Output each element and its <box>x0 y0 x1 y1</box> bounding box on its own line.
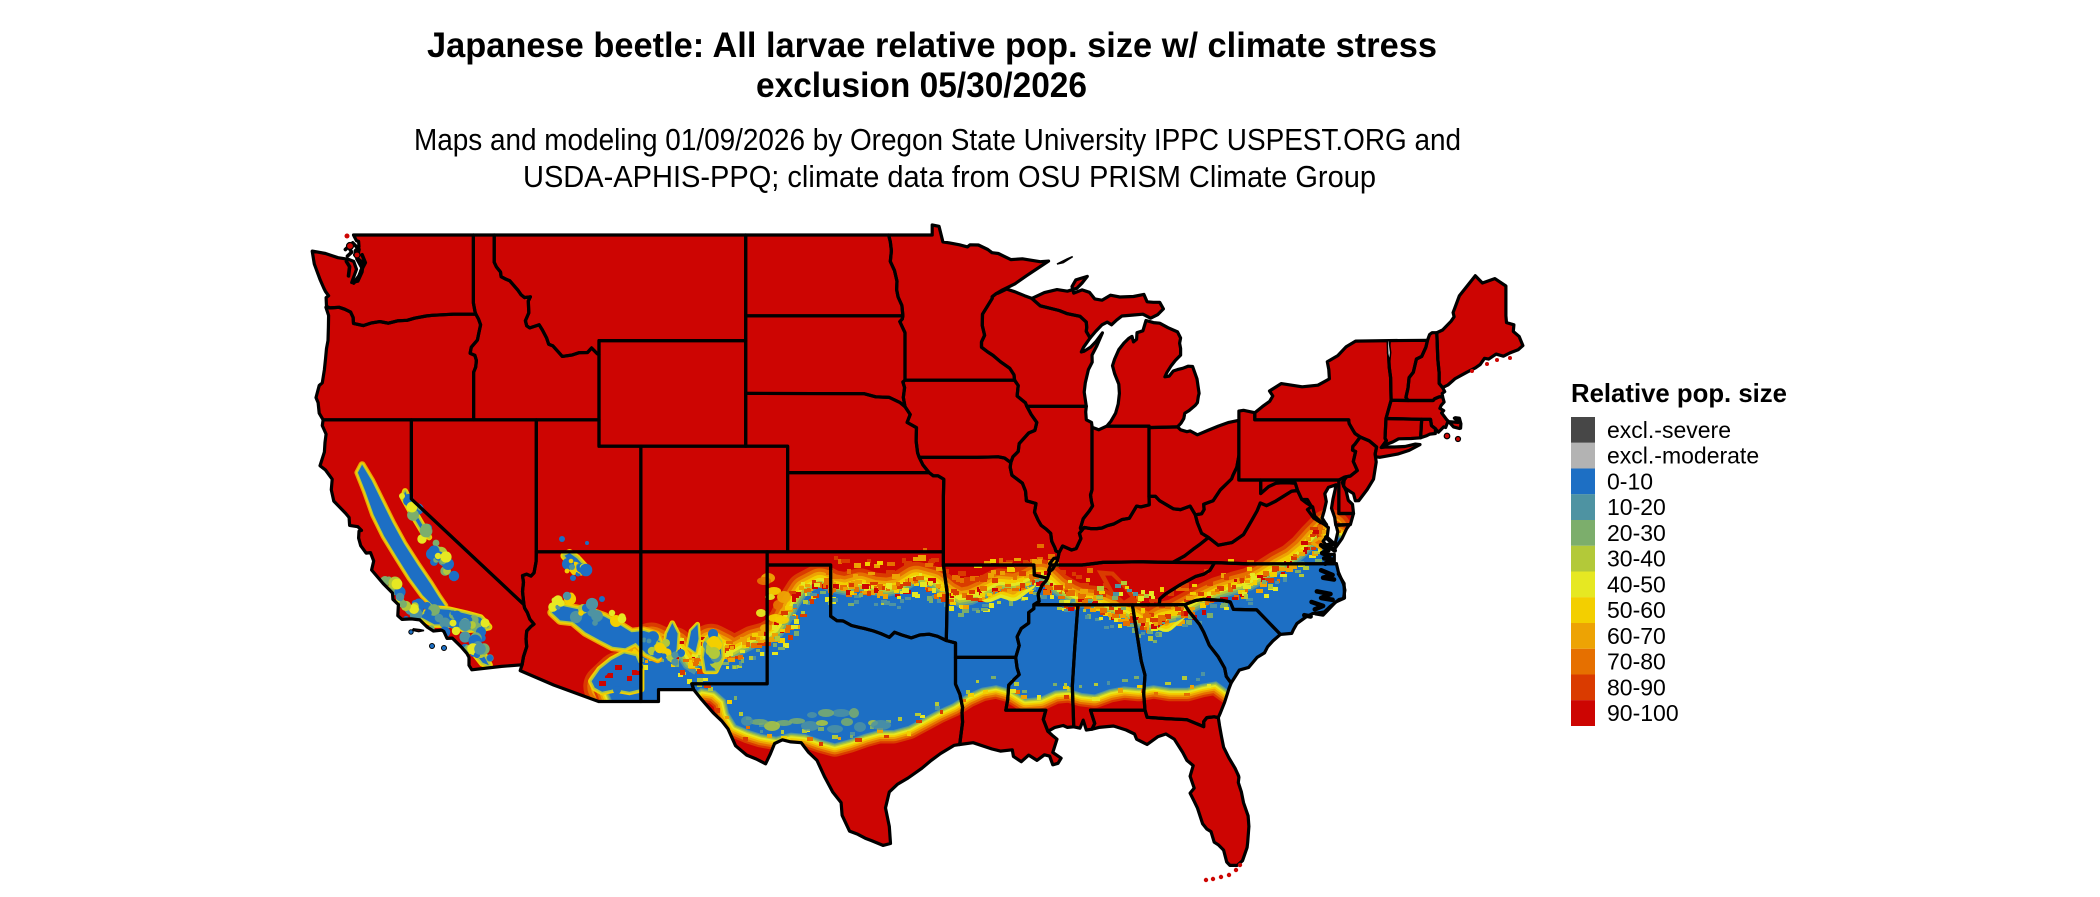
svg-text:50-60: 50-60 <box>1607 597 1666 623</box>
svg-text:80-90: 80-90 <box>1607 674 1666 700</box>
svg-text:excl.-moderate: excl.-moderate <box>1607 443 1759 469</box>
svg-text:30-40: 30-40 <box>1607 546 1666 572</box>
svg-text:excl.-severe: excl.-severe <box>1607 417 1731 443</box>
svg-text:0-10: 0-10 <box>1607 468 1653 494</box>
svg-text:40-50: 40-50 <box>1607 571 1666 597</box>
svg-text:20-30: 20-30 <box>1607 520 1666 546</box>
svg-text:Relative pop. size: Relative pop. size <box>1571 378 1787 408</box>
svg-text:60-70: 60-70 <box>1607 623 1666 649</box>
svg-text:90-100: 90-100 <box>1607 700 1679 726</box>
svg-text:70-80: 70-80 <box>1607 649 1666 675</box>
svg-text:Maps and modeling 01/09/2026 b: Maps and modeling 01/09/2026 by Oregon S… <box>414 122 1461 157</box>
svg-text:Japanese beetle: All larvae re: Japanese beetle: All larvae relative pop… <box>427 26 1437 65</box>
svg-text:10-20: 10-20 <box>1607 494 1666 520</box>
svg-text:exclusion 05/30/2026: exclusion 05/30/2026 <box>756 66 1087 105</box>
svg-text:USDA-APHIS-PPQ; climate data f: USDA-APHIS-PPQ; climate data from OSU PR… <box>523 159 1376 194</box>
